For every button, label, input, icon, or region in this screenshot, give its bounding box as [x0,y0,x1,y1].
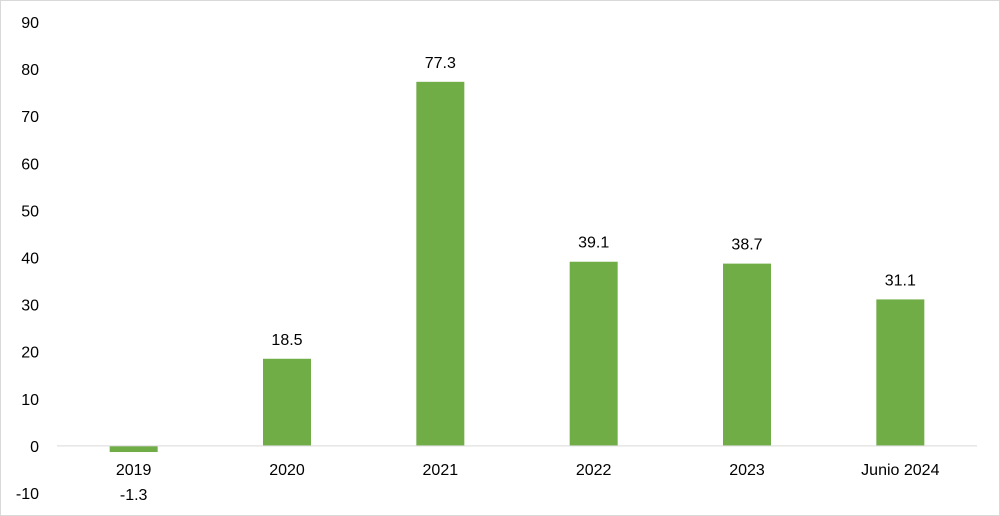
data-label: 39.1 [578,235,609,252]
x-tick-label: 2020 [269,462,305,479]
data-label: 77.3 [425,55,456,72]
bar-2020 [263,358,311,446]
data-label: 38.7 [731,237,762,254]
bar-2021 [416,81,465,446]
x-tick-label: 2021 [423,462,459,479]
x-axis-ticks: 2019 2020 2021 2022 2023 Junio 2024 [116,462,940,479]
data-label: 18.5 [271,332,302,349]
y-tick-label: 80 [21,62,39,79]
x-tick-label: Junio 2024 [861,462,939,479]
data-label: -1.3 [120,487,148,504]
y-tick-label: 60 [21,156,39,173]
bar-2023 [723,263,771,446]
y-tick-label: 50 [21,203,39,220]
bar-2022 [569,261,618,446]
x-tick-label: 2022 [576,462,612,479]
y-tick-label: 10 [21,392,39,409]
y-tick-label: 90 [21,15,39,32]
y-tick-label: 70 [21,109,39,126]
data-labels: -1.3 18.5 77.3 39.1 38.7 31.1 [120,55,916,504]
y-tick-label: 0 [30,439,39,456]
bar-junio-2024 [876,299,925,446]
bar-2019 [109,445,158,453]
x-tick-label: 2019 [116,462,152,479]
bars [109,81,925,453]
y-tick-label: 20 [21,345,39,362]
x-tick-label: 2023 [729,462,765,479]
y-tick-label: 40 [21,251,39,268]
y-tick-label: 30 [21,298,39,315]
data-label: 31.1 [885,272,916,289]
y-tick-label: -10 [16,486,39,503]
y-axis-ticks: -10 0 10 20 30 40 50 60 70 80 90 [16,15,39,503]
